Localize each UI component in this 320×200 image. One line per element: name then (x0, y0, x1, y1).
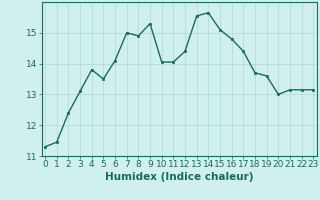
X-axis label: Humidex (Indice chaleur): Humidex (Indice chaleur) (105, 172, 253, 182)
